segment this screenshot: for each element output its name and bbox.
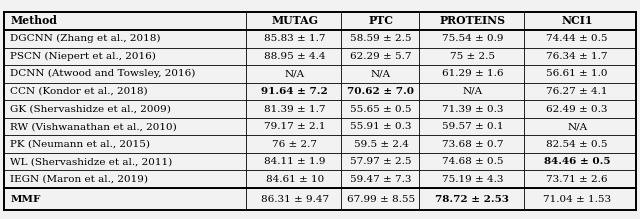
Text: PSCN (Niepert et al., 2016): PSCN (Niepert et al., 2016) [10,52,156,61]
Text: 62.29 ± 5.7: 62.29 ± 5.7 [350,52,412,61]
Text: 59.57 ± 0.1: 59.57 ± 0.1 [442,122,503,131]
Text: 61.29 ± 1.6: 61.29 ± 1.6 [442,69,503,78]
Text: 76.27 ± 4.1: 76.27 ± 4.1 [547,87,608,96]
Text: 59.47 ± 7.3: 59.47 ± 7.3 [350,175,412,184]
Text: 55.65 ± 0.5: 55.65 ± 0.5 [350,104,412,113]
Text: 56.61 ± 1.0: 56.61 ± 1.0 [547,69,608,78]
Text: 76 ± 2.7: 76 ± 2.7 [272,140,317,149]
Text: 73.68 ± 0.7: 73.68 ± 0.7 [442,140,503,149]
Text: N/A: N/A [567,122,588,131]
Text: PTC: PTC [369,16,394,26]
Text: 79.17 ± 2.1: 79.17 ± 2.1 [264,122,326,131]
Text: 57.97 ± 2.5: 57.97 ± 2.5 [350,157,412,166]
Text: 81.39 ± 1.7: 81.39 ± 1.7 [264,104,326,113]
Text: CCN (Kondor et al., 2018): CCN (Kondor et al., 2018) [10,87,148,96]
Text: 70.62 ± 7.0: 70.62 ± 7.0 [348,87,415,96]
Text: 62.49 ± 0.3: 62.49 ± 0.3 [547,104,608,113]
Text: 74.68 ± 0.5: 74.68 ± 0.5 [442,157,503,166]
Text: 91.64 ± 7.2: 91.64 ± 7.2 [261,87,328,96]
Text: 88.95 ± 4.4: 88.95 ± 4.4 [264,52,326,61]
Text: 84.11 ± 1.9: 84.11 ± 1.9 [264,157,326,166]
Text: 71.39 ± 0.3: 71.39 ± 0.3 [442,104,503,113]
Text: DGCNN (Zhang et al., 2018): DGCNN (Zhang et al., 2018) [10,34,161,43]
Text: 59.5 ± 2.4: 59.5 ± 2.4 [353,140,408,149]
Text: 75.19 ± 4.3: 75.19 ± 4.3 [442,175,503,184]
Text: 84.61 ± 10: 84.61 ± 10 [266,175,324,184]
Text: N/A: N/A [371,69,391,78]
Text: 73.71 ± 2.6: 73.71 ± 2.6 [547,175,608,184]
Text: 67.99 ± 8.55: 67.99 ± 8.55 [347,194,415,203]
Text: PROTEINS: PROTEINS [439,16,506,26]
Text: RW (Vishwanathan et al., 2010): RW (Vishwanathan et al., 2010) [10,122,177,131]
Text: Method: Method [10,16,57,26]
Text: GK (Shervashidze et al., 2009): GK (Shervashidze et al., 2009) [10,104,171,113]
Text: N/A: N/A [462,87,483,96]
Text: NCI1: NCI1 [561,16,593,26]
Text: WL (Shervashidze et al., 2011): WL (Shervashidze et al., 2011) [10,157,172,166]
Text: 78.72 ± 2.53: 78.72 ± 2.53 [435,194,509,203]
Text: 84.46 ± 0.5: 84.46 ± 0.5 [544,157,611,166]
Text: MUTAG: MUTAG [271,16,318,26]
Text: IEGN (Maron et al., 2019): IEGN (Maron et al., 2019) [10,175,148,184]
Text: 82.54 ± 0.5: 82.54 ± 0.5 [547,140,608,149]
Text: 85.83 ± 1.7: 85.83 ± 1.7 [264,34,326,43]
Text: 76.34 ± 1.7: 76.34 ± 1.7 [547,52,608,61]
Text: 58.59 ± 2.5: 58.59 ± 2.5 [350,34,412,43]
Text: PK (Neumann et al., 2015): PK (Neumann et al., 2015) [10,140,150,149]
Text: 55.91 ± 0.3: 55.91 ± 0.3 [350,122,412,131]
Text: 86.31 ± 9.47: 86.31 ± 9.47 [260,194,329,203]
Text: 75.54 ± 0.9: 75.54 ± 0.9 [442,34,503,43]
Text: MMF: MMF [10,194,40,203]
Text: N/A: N/A [285,69,305,78]
Text: 71.04 ± 1.53: 71.04 ± 1.53 [543,194,611,203]
Text: 75 ± 2.5: 75 ± 2.5 [450,52,495,61]
Text: 74.44 ± 0.5: 74.44 ± 0.5 [547,34,608,43]
Text: DCNN (Atwood and Towsley, 2016): DCNN (Atwood and Towsley, 2016) [10,69,196,78]
